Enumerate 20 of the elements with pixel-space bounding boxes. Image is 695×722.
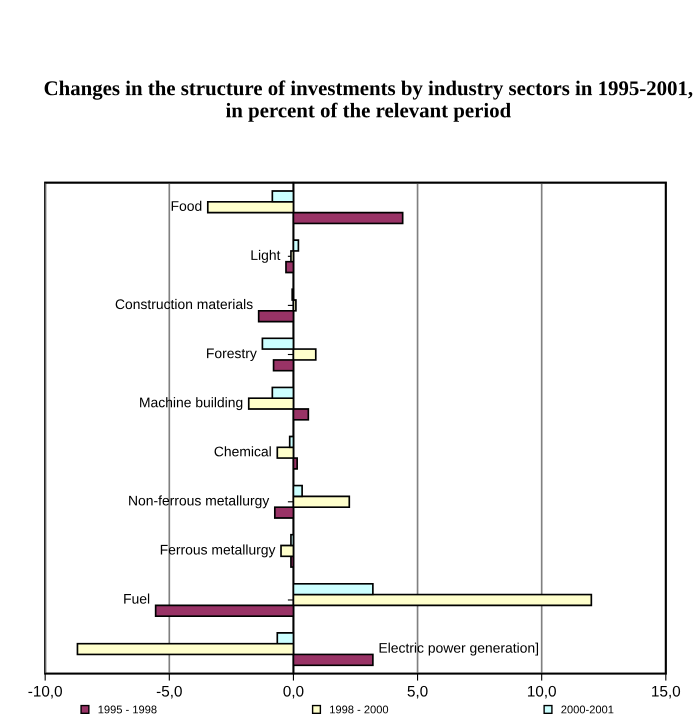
- legend-label: 2000-2001: [561, 706, 614, 714]
- y-tick-label: Ferrous metallurgy: [160, 544, 276, 558]
- x-tick-label: 0,0: [283, 686, 304, 698]
- legend-label: 1998 - 2000: [330, 706, 388, 714]
- y-tick-label: Light: [251, 250, 280, 263]
- y-tick-label: Electric power generation]: [380, 642, 538, 656]
- y-tick-label: Chemical: [214, 446, 271, 456]
- y-tick-label: Machine building: [140, 397, 242, 410]
- y-tick-label: Non-ferrous metallurgy: [129, 495, 270, 508]
- y-tick-label: Forestry: [207, 348, 257, 361]
- x-tick-label: -10,0: [28, 686, 62, 698]
- x-tick-label: 5,0: [408, 686, 428, 698]
- y-tick-label: Fuel: [124, 594, 150, 604]
- x-tick-label: 10,0: [528, 686, 556, 698]
- y-tick-label: Food: [172, 200, 202, 211]
- legend-label: 1995 - 1998: [98, 706, 157, 714]
- x-tick-label: 15,0: [652, 686, 680, 698]
- chart-title: Changes in the structure of investments by industry sectors in 1995-2001, in percent of the relevant period: [44, 80, 692, 122]
- y-tick-label: Construction materials: [116, 298, 253, 310]
- x-tick-label: -5,0: [156, 686, 182, 698]
